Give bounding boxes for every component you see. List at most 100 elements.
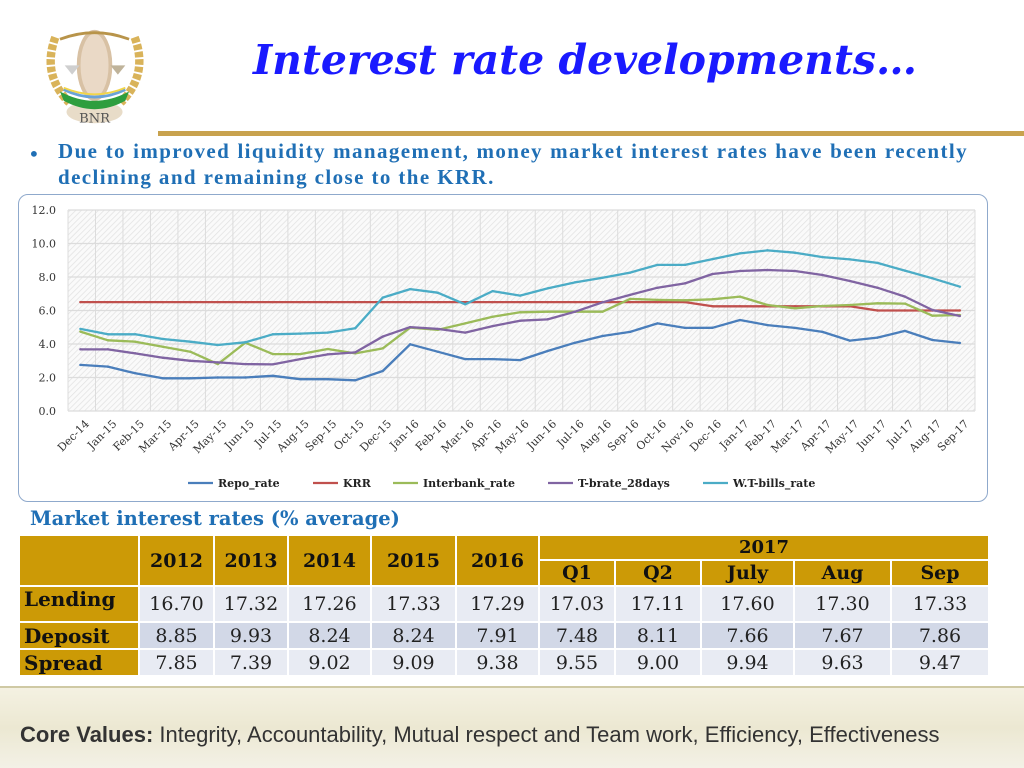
bnr-logo: BNR xyxy=(46,29,144,126)
data-point xyxy=(244,362,247,366)
data-point xyxy=(573,341,577,344)
data-point xyxy=(821,304,824,308)
data-point xyxy=(189,350,192,353)
data-point xyxy=(821,330,824,334)
data-point xyxy=(106,348,110,351)
data-point xyxy=(876,302,879,305)
footer xyxy=(0,688,1024,768)
table-cell: 8.24 xyxy=(287,621,372,650)
y-tick-label: 12.0 xyxy=(32,204,57,217)
x-tick-label: Sep-17 xyxy=(935,417,972,454)
data-point xyxy=(491,315,494,318)
y-tick-label: 10.0 xyxy=(32,238,57,251)
data-point xyxy=(876,261,879,265)
table-cell: 8.85 xyxy=(138,621,215,650)
data-point xyxy=(79,330,82,333)
data-point xyxy=(848,339,852,342)
data-point xyxy=(903,302,907,305)
data-point xyxy=(546,349,549,353)
bullet-icon: • xyxy=(28,142,40,166)
table-cell: 9.47 xyxy=(890,648,990,677)
data-point xyxy=(656,322,659,325)
table-cell: 7.66 xyxy=(700,621,795,650)
col-header: Aug xyxy=(793,559,892,587)
interest-rate-line-chart: 0.02.04.06.08.010.012.0 Dec-14Jan-15Feb-… xyxy=(32,204,976,491)
y-tick-label: 0.0 xyxy=(39,405,57,418)
table-cell: 9.93 xyxy=(213,621,289,650)
data-point xyxy=(134,340,137,343)
y-tick-label: 2.0 xyxy=(39,372,57,385)
data-point xyxy=(491,300,494,304)
data-point xyxy=(903,329,907,333)
data-point xyxy=(408,287,412,291)
data-point xyxy=(711,326,714,329)
col-header: Q1 xyxy=(538,559,616,587)
data-point xyxy=(683,300,687,304)
data-point xyxy=(106,339,110,342)
data-point xyxy=(326,377,329,381)
data-point xyxy=(738,295,742,298)
table-row: Spread 7.85 7.39 9.02 9.09 9.38 9.55 9.00 9.94 9.… xyxy=(18,648,990,677)
x-tick-label: Jun-15 xyxy=(221,417,257,453)
data-point xyxy=(491,289,494,293)
table-cell: 9.09 xyxy=(370,648,457,677)
data-point xyxy=(711,305,714,308)
data-point xyxy=(299,300,302,304)
data-point xyxy=(381,300,384,304)
data-point xyxy=(518,294,522,297)
data-point xyxy=(683,263,687,267)
table-cell: 17.30 xyxy=(793,585,892,623)
table-cell: 9.63 xyxy=(793,648,892,677)
data-point xyxy=(793,326,797,330)
data-point xyxy=(628,293,632,297)
table-cell: 7.67 xyxy=(793,621,892,650)
data-point xyxy=(738,318,742,322)
footer-divider xyxy=(0,686,1024,689)
data-point xyxy=(216,343,219,347)
data-point xyxy=(244,341,247,344)
col-header: 2014 xyxy=(287,534,372,587)
data-point xyxy=(299,332,302,335)
row-label: Deposit xyxy=(18,621,140,650)
data-point xyxy=(463,322,467,325)
data-point xyxy=(189,377,192,380)
data-point xyxy=(738,269,742,273)
data-point xyxy=(546,310,549,313)
legend-label: Interbank_rate xyxy=(423,477,515,491)
data-point xyxy=(134,352,137,355)
data-point xyxy=(326,347,329,351)
data-point xyxy=(628,330,632,334)
col-header: 2015 xyxy=(370,534,457,587)
data-point xyxy=(931,308,934,312)
row-label: Spread xyxy=(18,648,140,677)
data-point xyxy=(573,310,577,313)
data-point xyxy=(491,357,494,361)
table-cell: 17.29 xyxy=(455,585,540,623)
data-point xyxy=(381,335,384,338)
data-point xyxy=(161,345,165,348)
svg-text:BNR: BNR xyxy=(79,111,111,126)
data-point xyxy=(106,365,110,368)
core-values: Core Values: Integrity, Accountability, … xyxy=(20,722,940,748)
data-point xyxy=(79,300,82,304)
data-point xyxy=(271,333,274,336)
col-header: Q2 xyxy=(614,559,702,587)
data-point xyxy=(821,273,824,277)
data-point xyxy=(958,285,962,288)
table-title: Market interest rates (% average) xyxy=(30,507,400,530)
data-point xyxy=(299,357,302,361)
table-cell: 17.26 xyxy=(287,585,372,623)
table-cell: 9.02 xyxy=(287,648,372,677)
data-point xyxy=(546,318,549,321)
table-cell: 17.33 xyxy=(370,585,457,623)
data-point xyxy=(491,324,494,328)
data-point xyxy=(326,353,329,356)
table-cell: 7.91 xyxy=(455,621,540,650)
data-point xyxy=(656,298,659,302)
data-point xyxy=(216,300,219,304)
data-point xyxy=(436,291,439,294)
data-point xyxy=(876,336,879,339)
data-point xyxy=(766,249,769,252)
data-point xyxy=(408,300,412,304)
table-cell: 17.33 xyxy=(890,585,990,623)
